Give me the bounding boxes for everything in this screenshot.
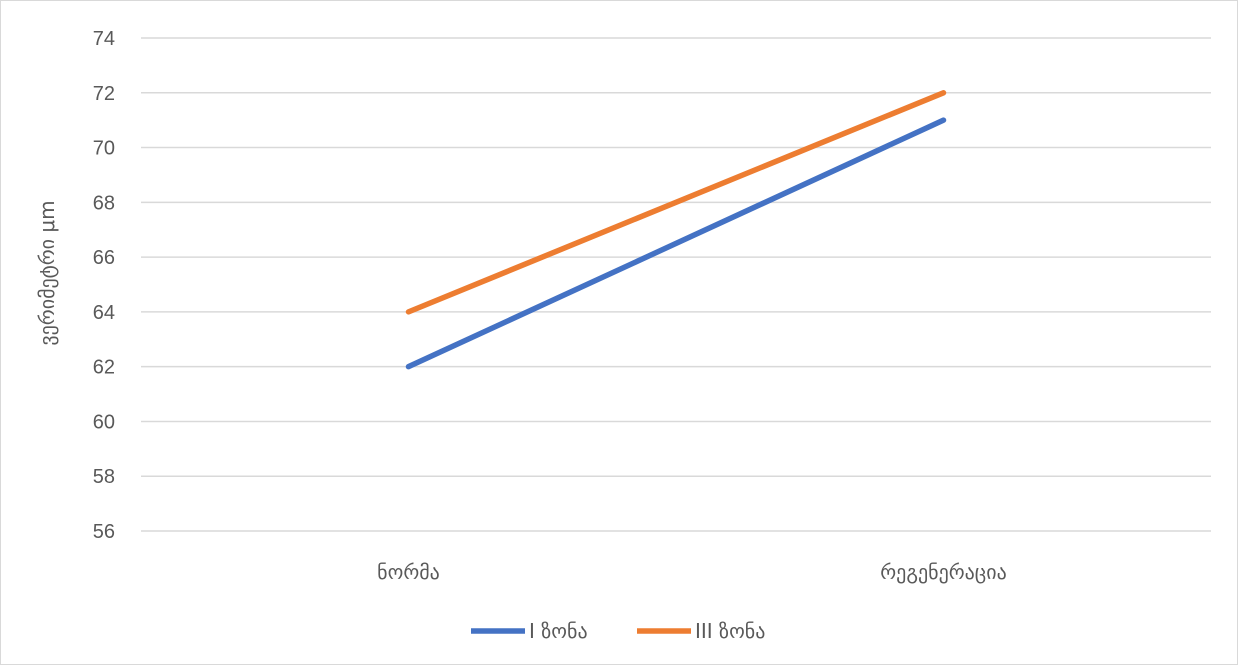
gridlines [141, 37, 1211, 532]
legend: I ზონა III ზონა [471, 619, 765, 643]
y-tick-label: 72 [93, 83, 115, 105]
y-tick-label: 56 [93, 521, 115, 543]
y-tick-label: 68 [93, 192, 115, 214]
y-tick-label: 70 [93, 138, 115, 160]
y-axis-ticks: 56 58 60 62 64 66 68 70 72 74 [93, 28, 115, 543]
x-axis-ticks: ნორმა რეგენერაცია [377, 562, 1007, 584]
series-line-1 [405, 117, 947, 370]
legend-label: I ზონა [529, 619, 588, 643]
y-axis-title: ვერიმეტრი μm [35, 200, 59, 345]
series-line-2 [405, 90, 947, 315]
legend-label: III ზონა [695, 619, 765, 643]
y-tick-label: 64 [93, 302, 115, 324]
y-tick-label: 60 [93, 411, 115, 433]
y-tick-label: 62 [93, 357, 115, 379]
x-tick-label: რეგენერაცია [880, 562, 1006, 584]
y-tick-label: 66 [93, 247, 115, 269]
y-tick-label: 74 [93, 28, 115, 50]
x-tick-label: ნორმა [377, 562, 440, 584]
y-tick-label: 58 [93, 466, 115, 488]
series-lines [405, 90, 947, 370]
